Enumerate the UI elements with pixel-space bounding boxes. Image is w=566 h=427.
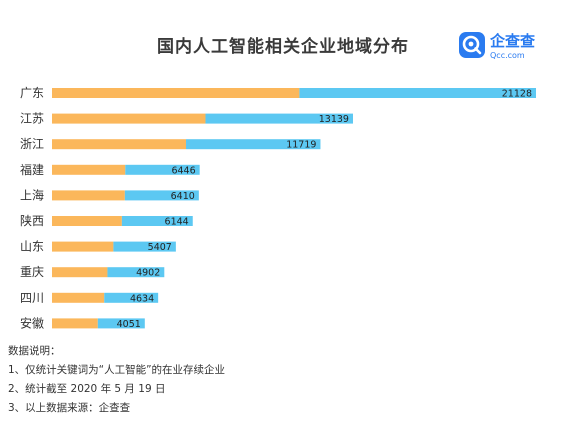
- category-label: 陕西: [20, 213, 44, 228]
- notes-heading: 数据说明：: [8, 345, 61, 357]
- category-label: 安徽: [20, 315, 44, 330]
- bar-segment-blue: [107, 267, 165, 278]
- bar-segment-orange: [52, 113, 206, 124]
- bar-segment-orange: [52, 292, 105, 303]
- bar-segment-orange: [52, 267, 108, 278]
- bar-segment-blue: [124, 190, 199, 201]
- bar-value-label: 6144: [165, 217, 189, 228]
- bar-segment-blue: [97, 318, 145, 329]
- bar-segment-orange: [52, 216, 122, 226]
- bar-value-label: 6446: [171, 165, 195, 176]
- category-label: 福建: [20, 162, 44, 177]
- bar-value-label: 21128: [502, 89, 532, 100]
- category-label: 上海: [20, 187, 44, 202]
- category-label: 重庆: [20, 265, 44, 279]
- bar-segment-orange: [52, 88, 300, 98]
- bar-segment-blue: [125, 164, 200, 175]
- data-notes: 数据说明： 1、仅统计关键词为“人工智能”的在业存续企业 2、统计截至 2020…: [8, 342, 225, 418]
- chart-title: 国内人工智能相关企业地域分布: [157, 37, 409, 57]
- bar-segment-orange: [52, 318, 98, 329]
- bar-value-label: 4051: [117, 319, 141, 330]
- bar-chart: 广东 21128 江苏 13139 浙江 11719 福建 6446 上海 6410 陕西 6144 山…: [20, 86, 536, 330]
- bar-segment-orange: [52, 139, 187, 150]
- note-item: 3、以上数据来源：企查查: [8, 402, 131, 414]
- logo-name-cn: 企查查: [490, 32, 536, 50]
- bar-value-label: 11719: [286, 140, 316, 151]
- bar-value-label: 5407: [148, 242, 172, 253]
- note-item: 2、统计截至 2020 年 5 月 19 日: [8, 383, 166, 395]
- category-label: 浙江: [20, 137, 44, 151]
- note-item: 1、仅统计关键词为“人工智能”的在业存续企业: [8, 364, 226, 376]
- bar-segment-blue: [299, 88, 536, 98]
- bar-segment-blue: [104, 292, 159, 303]
- logo-name-en: Qcc.com: [490, 51, 525, 60]
- category-label: 山东: [20, 240, 44, 254]
- bar-segment-blue: [121, 216, 193, 226]
- bar-segment-blue: [186, 139, 321, 150]
- qcc-logo: 企查查 Qcc.com: [459, 32, 551, 66]
- bar-value-label: 6410: [171, 191, 195, 202]
- category-label: 四川: [20, 291, 44, 305]
- bar-segment-blue: [205, 113, 353, 124]
- bar-value-label: 4634: [130, 293, 154, 304]
- bar-value-label: 13139: [319, 114, 349, 125]
- bar-segment-orange: [52, 241, 114, 252]
- category-label: 江苏: [20, 112, 44, 126]
- bar-segment-orange: [52, 164, 126, 175]
- qcc-logo-icon: [459, 32, 485, 58]
- category-label: 广东: [20, 86, 44, 100]
- bar-value-label: 4902: [136, 268, 160, 279]
- bar-segment-blue: [113, 241, 176, 252]
- bar-segment-orange: [52, 190, 125, 201]
